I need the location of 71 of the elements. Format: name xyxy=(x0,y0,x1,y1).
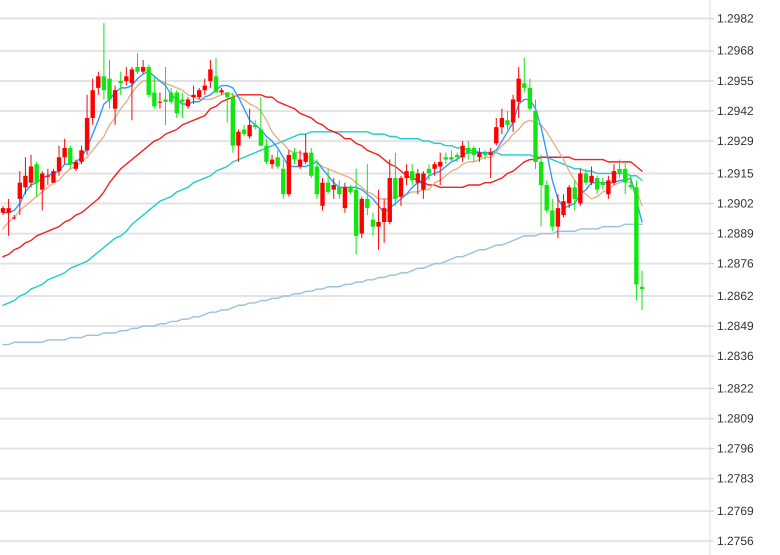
candlestick xyxy=(158,92,162,110)
y-tick-label: 1.2756 xyxy=(717,534,754,548)
candlestick xyxy=(112,85,118,126)
candlestick xyxy=(258,96,264,146)
candlestick xyxy=(589,166,594,186)
candlestick xyxy=(264,138,269,165)
candlestick xyxy=(225,92,230,124)
candlestick xyxy=(494,117,498,146)
candlestick xyxy=(68,145,72,170)
candlestick xyxy=(202,78,207,96)
candlestick xyxy=(628,175,633,190)
candlestick xyxy=(342,182,348,214)
y-tick-label: 1.2929 xyxy=(717,134,754,148)
y-tick-label: 1.2968 xyxy=(717,44,754,58)
y-tick-label: 1.2862 xyxy=(717,288,754,303)
y-tick-label: 1.2902 xyxy=(717,196,754,210)
candlestick xyxy=(528,78,532,112)
candlestick xyxy=(140,60,146,74)
candlestick xyxy=(236,129,241,162)
candlestick xyxy=(292,148,297,165)
candlestick xyxy=(270,154,274,170)
y-tick-label: 1.2889 xyxy=(717,226,754,240)
candlestick xyxy=(572,180,577,211)
y-tick-label: 1.2849 xyxy=(717,318,754,333)
candlestick xyxy=(482,150,488,160)
candlestick xyxy=(538,154,544,228)
y-tick-label: 1.2796 xyxy=(717,441,754,456)
candlestick xyxy=(488,148,493,179)
candlestick xyxy=(320,178,325,211)
y-tick-label: 1.2876 xyxy=(717,256,754,270)
candlestick xyxy=(376,189,381,250)
candlestick xyxy=(208,60,213,88)
candlestick xyxy=(62,138,67,165)
candlestick xyxy=(398,175,404,206)
y-tick-label: 1.2955 xyxy=(717,74,754,88)
line-series xyxy=(2,224,643,346)
candlestick xyxy=(550,198,555,232)
y-tick-label: 1.2942 xyxy=(717,104,754,118)
candlestick xyxy=(365,164,370,216)
candlestick xyxy=(79,145,84,165)
candlestick xyxy=(404,164,409,186)
y-tick-label: 1.2822 xyxy=(717,381,754,396)
line-series xyxy=(2,94,643,258)
candlestick xyxy=(454,152,460,162)
line-series xyxy=(2,131,643,306)
candlestick xyxy=(96,71,100,96)
candlestick xyxy=(214,57,218,93)
candlestick xyxy=(500,108,504,135)
y-tick-label: 1.2769 xyxy=(717,504,754,518)
y-tick-label: 1.2915 xyxy=(717,166,754,180)
candlestick xyxy=(410,164,414,186)
candlestick xyxy=(56,145,62,176)
y-tick-label: 1.2783 xyxy=(717,472,754,486)
candlestick xyxy=(186,96,190,110)
candlestick xyxy=(460,140,465,162)
candlestick xyxy=(337,180,342,200)
candlestick xyxy=(118,71,123,96)
candlestick xyxy=(477,148,482,162)
y-tick-label: 1.2809 xyxy=(717,411,754,426)
candlestick xyxy=(74,159,78,172)
candlestick xyxy=(522,57,526,93)
candlestick xyxy=(332,178,336,200)
candlestick xyxy=(326,168,330,195)
candlestick xyxy=(370,212,376,236)
candlestick xyxy=(34,161,39,198)
candlestick xyxy=(275,150,280,170)
y-tick-label: 1.2982 xyxy=(717,11,754,26)
candlestick xyxy=(247,108,252,140)
candlestick xyxy=(393,152,398,206)
y-tick-label: 1.2836 xyxy=(717,348,754,363)
candlestick xyxy=(584,168,588,186)
